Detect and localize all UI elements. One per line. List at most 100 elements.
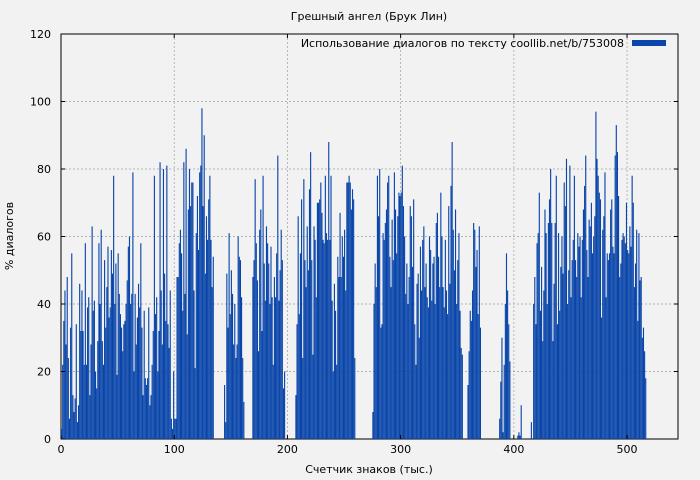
- bar: [154, 314, 157, 439]
- bar: [67, 358, 69, 439]
- bar: [161, 344, 163, 439]
- bar: [542, 341, 544, 439]
- bar: [299, 253, 302, 439]
- bar: [440, 192, 442, 439]
- bar: [173, 371, 175, 439]
- bar: [186, 334, 188, 439]
- bar: [554, 223, 556, 439]
- bar: [140, 243, 142, 439]
- bar: [390, 287, 392, 439]
- bar: [562, 273, 564, 439]
- bar: [268, 263, 270, 439]
- bar: [584, 185, 586, 439]
- bar: [407, 304, 409, 439]
- bar: [590, 202, 592, 439]
- bar: [625, 202, 628, 439]
- bar: [552, 341, 554, 439]
- bar: [257, 351, 260, 439]
- bar: [452, 229, 454, 439]
- bar: [474, 229, 476, 439]
- bar: [588, 219, 590, 439]
- y-tick-label: 0: [44, 433, 51, 446]
- bar: [393, 172, 395, 439]
- bar: [468, 351, 470, 439]
- bar: [349, 182, 351, 439]
- bar: [611, 199, 613, 439]
- bar: [303, 179, 305, 439]
- bar: [84, 243, 86, 439]
- bar: [503, 364, 505, 439]
- bar: [437, 256, 440, 439]
- bar: [93, 300, 95, 439]
- bar: [177, 277, 179, 439]
- bar: [535, 324, 537, 439]
- bar: [401, 165, 403, 439]
- bar: [539, 310, 542, 439]
- bar: [541, 266, 543, 439]
- bar: [408, 277, 410, 439]
- bar: [458, 233, 460, 439]
- bar: [346, 182, 348, 439]
- bar: [239, 260, 242, 439]
- x-tick-label: 100: [164, 443, 185, 456]
- bar: [225, 422, 227, 439]
- bar: [605, 297, 607, 439]
- bar: [261, 331, 263, 439]
- bar: [135, 344, 137, 439]
- bar: [117, 253, 119, 439]
- bar: [88, 297, 90, 439]
- bar: [131, 293, 133, 439]
- bar: [397, 216, 399, 439]
- bar: [76, 422, 78, 439]
- bar: [479, 327, 482, 439]
- bar: [271, 297, 273, 439]
- bar: [126, 280, 128, 439]
- bar: [92, 310, 94, 439]
- bar: [450, 185, 452, 439]
- bar: [276, 253, 278, 439]
- bar: [159, 162, 161, 439]
- bar: [411, 266, 414, 439]
- bar: [559, 310, 561, 439]
- bar: [617, 196, 620, 439]
- bar: [478, 226, 480, 439]
- bar: [428, 236, 431, 439]
- bar: [278, 300, 280, 439]
- bar: [230, 270, 232, 439]
- bar: [351, 189, 354, 439]
- bar: [615, 125, 617, 439]
- bar: [517, 435, 519, 439]
- bar: [603, 216, 605, 439]
- bar: [347, 182, 349, 439]
- y-tick-label: 80: [37, 163, 51, 176]
- bar: [179, 229, 182, 439]
- bar: [422, 239, 424, 439]
- bar: [75, 324, 77, 439]
- bar: [188, 169, 191, 439]
- bar: [431, 300, 433, 439]
- bar: [444, 239, 446, 439]
- bar: [113, 175, 115, 439]
- bar: [632, 202, 634, 439]
- bar: [451, 142, 453, 439]
- bar: [296, 324, 298, 439]
- bar: [419, 246, 422, 439]
- bar: [141, 327, 143, 439]
- bar: [439, 287, 441, 439]
- bar: [578, 246, 580, 439]
- bar: [614, 155, 616, 439]
- bar: [100, 229, 102, 439]
- bar: [381, 324, 383, 439]
- bar: [66, 277, 68, 439]
- bar: [200, 165, 202, 439]
- bar: [152, 331, 154, 439]
- bar: [622, 233, 624, 439]
- bar: [538, 192, 540, 439]
- bar: [102, 364, 105, 439]
- bar: [229, 314, 231, 439]
- bar: [627, 250, 629, 439]
- bar: [571, 260, 573, 439]
- bar: [628, 253, 630, 439]
- bar: [598, 192, 600, 439]
